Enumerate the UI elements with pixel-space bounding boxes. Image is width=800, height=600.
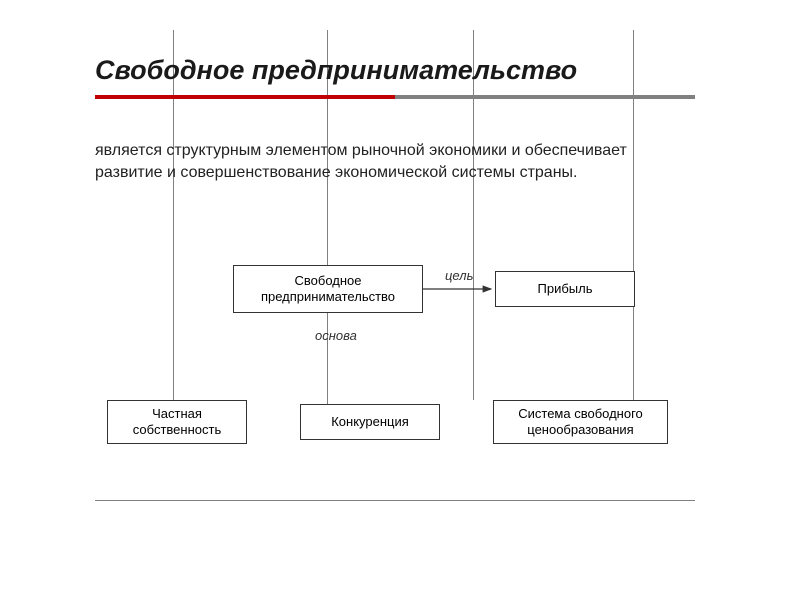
node-private-property: Частнаясобственность — [107, 400, 247, 444]
page-title: Свободное предпринимательство — [95, 55, 577, 86]
node-main: Свободноепредпринимательство — [233, 265, 423, 313]
edge-label-goal: цель — [445, 268, 473, 283]
title-underline-red — [95, 95, 395, 99]
guide-line — [327, 313, 328, 404]
slide: Свободное предпринимательство является с… — [0, 0, 800, 600]
guide-line — [633, 30, 634, 400]
node-competition: Конкуренция — [300, 404, 440, 440]
edge-label-basis: основа — [315, 328, 357, 343]
node-pricing-system: Система свободногоценообразования — [493, 400, 668, 444]
footer-divider — [95, 500, 695, 501]
description-text: является структурным элементом рыночной … — [95, 140, 695, 183]
node-profit: Прибыль — [495, 271, 635, 307]
